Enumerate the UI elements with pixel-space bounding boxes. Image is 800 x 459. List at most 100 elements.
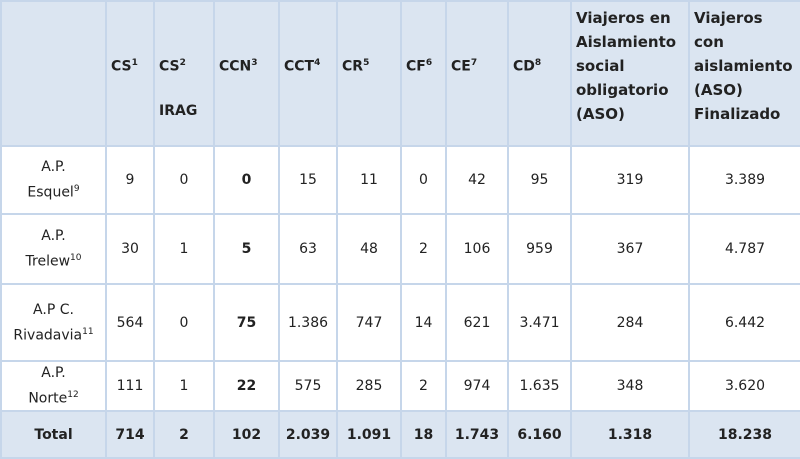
cell: 0 (213, 145, 280, 215)
total-cell: 102 (213, 410, 280, 459)
body-row: A.P. Norte12 111 1 22 575 285 2 974 1.635 348 3.620 (0, 360, 800, 412)
row-label-line: A.P. (41, 228, 66, 245)
header-footnote: 3 (251, 58, 258, 68)
cell: 42 (445, 145, 509, 215)
header-cell: CS1 (105, 0, 155, 147)
header-cell: CD8 (507, 0, 572, 147)
header-label: CCN (219, 58, 252, 75)
row-label-line: Norte (28, 390, 68, 407)
cell: 367 (570, 213, 690, 285)
cell: 2 (400, 360, 447, 412)
cell: 3.620 (688, 360, 800, 412)
cell: 6.442 (688, 283, 800, 362)
cell: 75 (213, 283, 280, 362)
header-label: CF (406, 58, 426, 75)
cell: 747 (336, 283, 402, 362)
cell: 111 (105, 360, 155, 412)
header-label: CD (513, 58, 535, 75)
body-row: A.P C. Rivadavia11 564 0 75 1.386 747 14 621 3.47… (0, 283, 800, 362)
cell: 106 (445, 213, 509, 285)
header-label: CR (342, 58, 364, 75)
body-row: A.P. Trelew10 30 1 5 63 48 2 106 959 367 4.787 (0, 213, 800, 285)
cell: 3.471 (507, 283, 572, 362)
header-footnote: 4 (314, 58, 321, 68)
cell: 0 (153, 283, 215, 362)
header-cell: CR5 (336, 0, 402, 147)
cell: 621 (445, 283, 509, 362)
cell: 95 (507, 145, 572, 215)
row-label-line: Esquel (27, 184, 74, 201)
total-label: Total (0, 410, 107, 459)
cell: 2 (400, 213, 447, 285)
header-label: CS (111, 58, 132, 75)
total-cell: 18.238 (688, 410, 800, 459)
cell: 14 (400, 283, 447, 362)
cell: 575 (278, 360, 338, 412)
header-cell: CCT4 (278, 0, 338, 147)
row-footnote: 11 (82, 326, 94, 337)
cell: 63 (278, 213, 338, 285)
cell: 48 (336, 213, 402, 285)
cell: 15 (278, 145, 338, 215)
header-cell: Viajeros con aislamiento (ASO) Finalizad… (688, 0, 800, 147)
cell: 284 (570, 283, 690, 362)
header-cell: CF6 (400, 0, 447, 147)
cell: 564 (105, 283, 155, 362)
header-footnote: 6 (425, 58, 433, 68)
row-label: A.P. Norte12 (0, 360, 107, 412)
cell: 22 (213, 360, 280, 412)
cell: 11 (336, 145, 402, 215)
body-row: A.P. Esquel9 9 0 0 15 11 0 42 95 319 3.389 (0, 145, 800, 215)
cell: 0 (400, 145, 447, 215)
cell: 959 (507, 213, 572, 285)
cell: 974 (445, 360, 509, 412)
cell: 319 (570, 145, 690, 215)
row-label-line: Rivadavia (13, 327, 83, 344)
header-label: Viajeros en Aislamiento social obligator… (576, 9, 677, 123)
header-row: CS1 CS2 IRAG CCN3 CCT4 CR5 CF6 CE7 CD8 Viajeros e… (0, 0, 800, 147)
cell: 5 (213, 213, 280, 285)
header-sublabel: IRAG (159, 102, 198, 119)
row-label: A.P. Esquel9 (0, 145, 107, 215)
cell: 1.386 (278, 283, 338, 362)
row-footnote: 12 (67, 390, 79, 401)
row-footnote: 10 (70, 253, 82, 264)
row-label-line: A.P. (41, 159, 66, 176)
total-cell: 1.091 (336, 410, 402, 459)
cell: 285 (336, 360, 402, 412)
cell: 348 (570, 360, 690, 412)
row-label-line: A.P C. (33, 301, 74, 318)
total-cell: 18 (400, 410, 447, 459)
cell: 3.389 (688, 145, 800, 215)
cell: 1 (153, 213, 215, 285)
header-footnote: 2 (179, 58, 186, 68)
cell: 9 (105, 145, 155, 215)
row-label-line: Trelew (25, 253, 71, 270)
total-cell: 1.743 (445, 410, 509, 459)
header-footnote: 7 (470, 58, 478, 68)
total-cell: 6.160 (507, 410, 572, 459)
row-label: A.P C. Rivadavia11 (0, 283, 107, 362)
total-cell: 2 (153, 410, 215, 459)
cell: 0 (153, 145, 215, 215)
cell: 1.635 (507, 360, 572, 412)
cell: 30 (105, 213, 155, 285)
total-cell: 714 (105, 410, 155, 459)
cell: 1 (153, 360, 215, 412)
total-cell: 1.318 (570, 410, 690, 459)
header-label: CS (159, 58, 180, 75)
header-footnote: 5 (363, 58, 370, 68)
header-footnote: 1 (131, 58, 138, 68)
header-footnote: 8 (534, 58, 542, 68)
header-cell: CE7 (445, 0, 509, 147)
header-label: CCT (284, 58, 315, 75)
corner-cell (0, 0, 107, 147)
header-label: CE (451, 58, 471, 75)
header-label: Viajeros con aislamiento (ASO) Finalizad… (694, 9, 793, 123)
total-row: Total 714 2 102 2.039 1.091 18 1.743 6.160 1.318 1… (0, 410, 800, 459)
cell: 4.787 (688, 213, 800, 285)
row-footnote: 9 (73, 184, 80, 195)
row-label-line: A.P. (41, 365, 66, 382)
